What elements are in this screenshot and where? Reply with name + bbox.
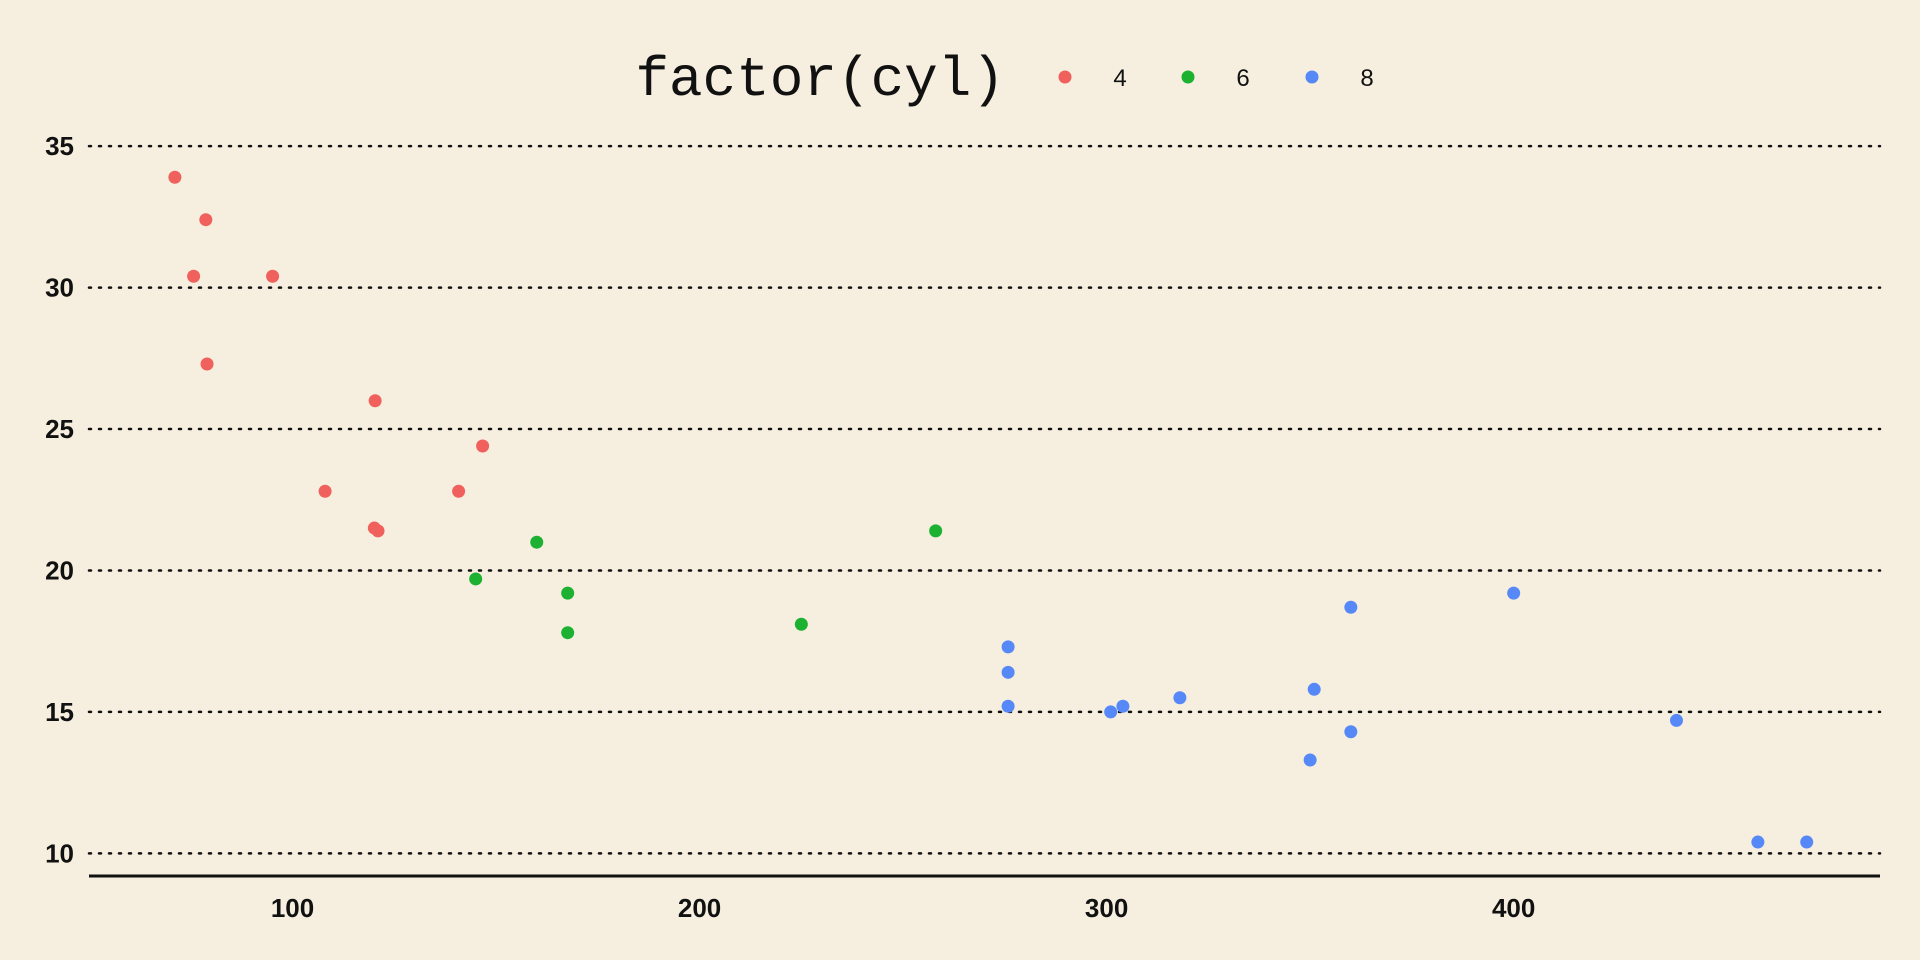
legend-label-6: 6 xyxy=(1236,65,1249,92)
data-point-cyl-8 xyxy=(1507,586,1521,600)
data-point-cyl-8 xyxy=(1751,835,1765,849)
gridlines xyxy=(87,144,1882,855)
data-point-cyl-4 xyxy=(452,484,466,498)
data-point-cyl-4 xyxy=(168,170,182,184)
y-tick-label: 15 xyxy=(45,697,74,727)
y-tick-label: 25 xyxy=(45,414,74,444)
data-point-cyl-8 xyxy=(1344,725,1358,739)
data-point-cyl-6 xyxy=(794,617,808,631)
legend-item-4: 4 xyxy=(1058,65,1127,92)
data-point-cyl-4 xyxy=(318,484,332,498)
data-point-cyl-4 xyxy=(200,357,214,371)
data-points xyxy=(168,170,1814,849)
x-axis-ticks: 100 200 300 400 xyxy=(271,893,1536,923)
data-point-cyl-8 xyxy=(1344,600,1358,614)
data-point-cyl-6 xyxy=(929,524,943,538)
data-point-cyl-4 xyxy=(476,439,490,453)
data-point-cyl-8 xyxy=(1173,691,1187,705)
legend-item-8: 8 xyxy=(1305,65,1374,92)
data-point-cyl-6 xyxy=(469,572,483,586)
x-tick-label: 200 xyxy=(678,893,721,923)
y-tick-label: 10 xyxy=(45,838,74,868)
data-point-cyl-8 xyxy=(1307,682,1321,696)
data-point-cyl-8 xyxy=(1001,665,1015,679)
y-tick-label: 30 xyxy=(45,273,74,303)
legend-label-4: 4 xyxy=(1113,65,1126,92)
legend-key-8 xyxy=(1305,70,1319,84)
data-point-cyl-8 xyxy=(1001,699,1015,713)
y-tick-label: 35 xyxy=(45,131,74,161)
legend-title: factor(cyl) xyxy=(635,48,1005,112)
y-tick-label: 20 xyxy=(45,555,74,585)
x-tick-label: 100 xyxy=(271,893,314,923)
data-point-cyl-6 xyxy=(561,626,575,640)
data-point-cyl-6 xyxy=(561,586,575,600)
data-point-cyl-4 xyxy=(187,269,201,283)
legend-item-6: 6 xyxy=(1181,65,1250,92)
legend: factor(cyl) 4 6 8 xyxy=(635,48,1373,112)
legend-label-8: 8 xyxy=(1360,65,1373,92)
data-point-cyl-4 xyxy=(199,213,213,227)
y-axis-ticks: 10 15 20 25 30 35 xyxy=(45,131,74,868)
data-point-cyl-8 xyxy=(1800,835,1814,849)
data-point-cyl-8 xyxy=(1104,705,1118,719)
x-tick-label: 300 xyxy=(1085,893,1128,923)
data-point-cyl-4 xyxy=(371,524,385,538)
data-point-cyl-8 xyxy=(1669,713,1683,727)
x-tick-label: 400 xyxy=(1492,893,1535,923)
data-point-cyl-8 xyxy=(1303,753,1317,767)
data-point-cyl-6 xyxy=(530,535,544,549)
data-point-cyl-4 xyxy=(368,394,382,408)
data-point-cyl-4 xyxy=(266,269,280,283)
legend-key-4 xyxy=(1058,70,1072,84)
data-point-cyl-8 xyxy=(1116,699,1130,713)
legend-key-6 xyxy=(1181,70,1195,84)
data-point-cyl-8 xyxy=(1001,640,1015,654)
legend-items: 4 6 8 xyxy=(1058,65,1374,92)
